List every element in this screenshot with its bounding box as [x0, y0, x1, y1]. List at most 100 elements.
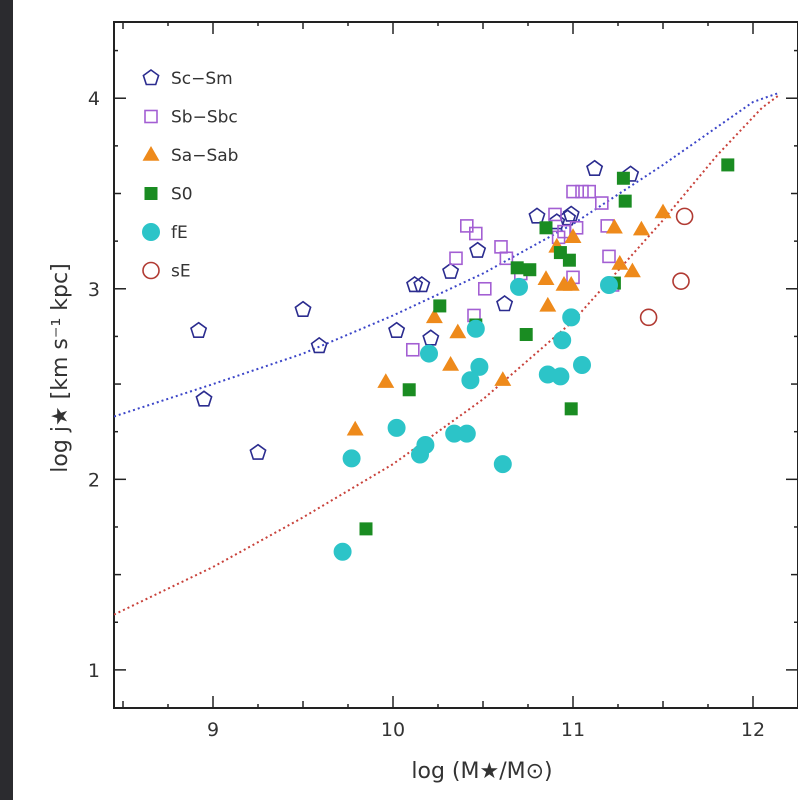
legend-label: S0 [171, 185, 193, 205]
x-tick-label: 11 [561, 719, 585, 741]
data-point-series-4 [539, 221, 553, 235]
data-point-series-1 [294, 300, 312, 318]
y-tick-label: 4 [88, 88, 100, 110]
data-point-series-1 [422, 329, 440, 346]
data-point-series-1 [548, 213, 566, 230]
data-point-series-3 [537, 270, 555, 285]
y-tick-label: 2 [88, 469, 100, 491]
data-point-series-4 [359, 522, 373, 536]
data-point-series-1 [195, 390, 213, 407]
data-point-series-6 [672, 272, 690, 290]
data-point-series-3 [425, 308, 443, 324]
data-point-series-6 [639, 308, 658, 327]
data-point-series-4 [564, 402, 578, 416]
legend-label: Sa−Sab [171, 146, 238, 166]
legend-marker [142, 69, 160, 86]
data-point-series-5 [342, 449, 361, 468]
data-points [190, 158, 735, 561]
data-point-series-2 [449, 251, 463, 266]
data-point-series-5 [420, 344, 438, 363]
data-point-series-3 [346, 420, 364, 436]
data-point-series-2 [477, 281, 492, 296]
legend-marker [144, 109, 158, 124]
legend-item: sE [142, 261, 191, 282]
plot-frame [113, 21, 798, 709]
trend-curve-2 [114, 93, 781, 616]
data-point-series-5 [562, 308, 581, 327]
data-point-series-1 [249, 443, 267, 460]
data-point-series-1 [388, 321, 406, 339]
data-point-series-4 [510, 261, 524, 275]
data-point-series-2 [548, 207, 562, 222]
data-point-series-5 [470, 357, 489, 376]
data-point-series-2 [582, 184, 597, 199]
trend-curve-1 [114, 91, 781, 418]
data-point-series-3 [605, 218, 623, 234]
data-point-series-5 [493, 455, 512, 474]
data-point-series-5 [333, 542, 352, 561]
data-point-series-3 [611, 254, 629, 270]
data-point-series-1 [413, 276, 431, 293]
data-point-series-1 [528, 207, 546, 224]
data-point-series-3 [632, 220, 650, 236]
legend-item: Sb−Sbc [144, 108, 238, 128]
trend-curves [114, 91, 781, 616]
legend-label: Sb−Sbc [171, 108, 238, 128]
y-tick-label: 3 [88, 279, 100, 301]
data-point-series-5 [573, 356, 591, 374]
data-point-series-2 [575, 184, 589, 199]
x-axis-title: log (M★/M⊙) [411, 759, 552, 784]
data-point-series-1 [190, 321, 208, 339]
data-point-series-2 [602, 249, 616, 264]
data-point-series-1 [496, 295, 514, 312]
data-point-series-4 [523, 263, 537, 277]
data-point-series-5 [416, 436, 435, 455]
data-point-series-3 [564, 228, 582, 243]
data-point-series-5 [600, 275, 618, 294]
legend-item: Sa−Sab [142, 145, 238, 166]
data-point-series-5 [510, 277, 528, 296]
legend-item: S0 [144, 185, 193, 205]
data-point-series-3 [539, 296, 557, 312]
data-point-series-3 [494, 371, 512, 386]
data-point-series-1 [562, 205, 580, 222]
data-point-series-5 [466, 319, 485, 338]
legend-label: Sc−Sm [171, 69, 233, 89]
x-tick-label: 12 [741, 719, 765, 741]
data-point-series-2 [405, 342, 420, 357]
x-tick-label: 10 [381, 719, 405, 741]
data-point-series-3 [377, 373, 395, 388]
x-tick-label: 9 [207, 719, 219, 741]
data-point-series-3 [562, 275, 580, 291]
data-point-series-2 [569, 221, 584, 235]
data-point-series-3 [449, 323, 467, 339]
data-point-series-5 [551, 367, 570, 386]
data-point-series-3 [623, 262, 641, 278]
data-point-series-2 [468, 226, 483, 241]
y-axis-title: log j★ [km s⁻¹ kpc] [48, 263, 73, 472]
legend-label: sE [171, 262, 191, 282]
legend-marker [142, 261, 160, 280]
data-point-series-1 [469, 241, 487, 258]
data-point-series-4 [616, 171, 630, 185]
data-point-series-3 [654, 203, 672, 219]
legend-label: fE [171, 223, 188, 243]
legend-marker [142, 223, 160, 241]
data-point-series-1 [442, 262, 460, 279]
data-point-series-5 [457, 424, 476, 443]
y-tick-label: 1 [88, 660, 100, 682]
data-point-series-1 [586, 159, 604, 176]
data-point-series-4 [433, 299, 447, 313]
data-point-series-4 [721, 158, 735, 172]
data-point-series-5 [387, 418, 406, 437]
scatter-chart-figure: 9 10 11 12 1 2 3 4 log (M★/M⊙) log j★ [km s⁻¹ k… [13, 0, 798, 800]
data-point-series-1 [310, 336, 328, 354]
legend-marker [142, 145, 160, 161]
data-point-series-5 [553, 331, 572, 350]
data-point-series-4 [519, 328, 533, 342]
data-point-series-3 [442, 355, 460, 371]
data-point-series-1 [622, 165, 640, 182]
data-point-series-4 [618, 194, 632, 208]
